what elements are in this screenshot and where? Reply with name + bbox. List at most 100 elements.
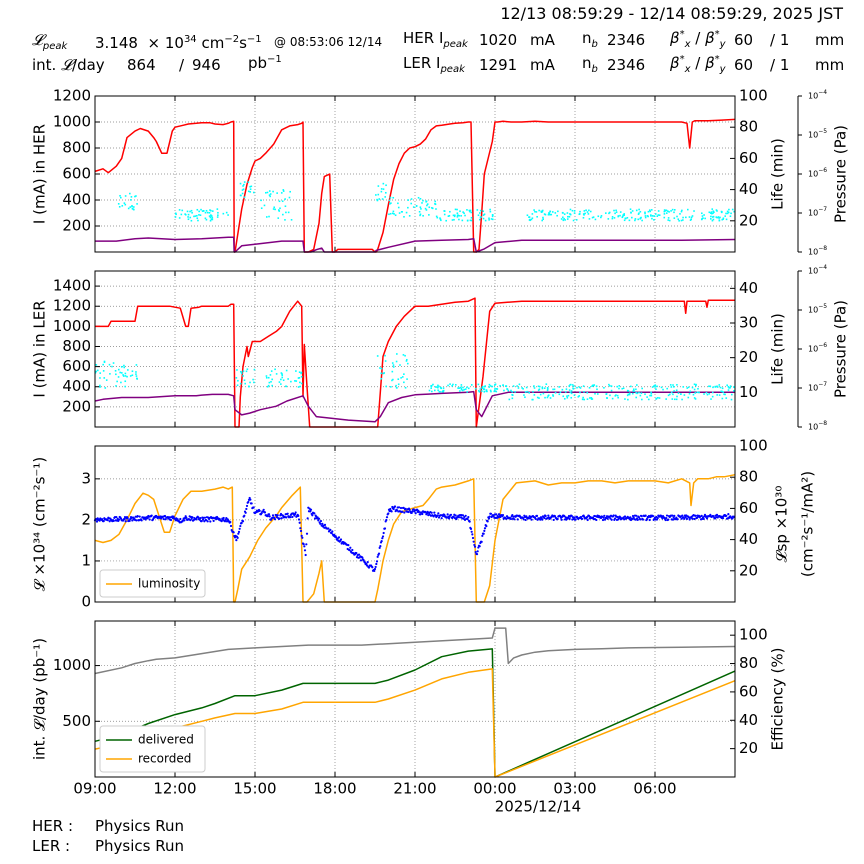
luminosity-specific-point (347, 544, 350, 547)
her-y2tick-label: 20 (739, 211, 758, 229)
ler-pressure-point (121, 372, 123, 374)
her-pressure-point (667, 217, 670, 219)
ler-pressure-point (640, 392, 643, 394)
luminosity-specific-point (339, 538, 343, 541)
luminosity-specific-point (385, 516, 389, 519)
integrated-ytick-label: 500 (62, 712, 91, 730)
int-luminosity-unit-text: pb (248, 54, 268, 72)
ler-pressure-point (728, 387, 730, 389)
ler-pressure-point (489, 389, 492, 392)
her-pressure-point (647, 215, 649, 218)
ler-pressure-point (676, 384, 678, 386)
her-pressure-point (682, 219, 684, 221)
luminosity-specific-point (164, 518, 167, 521)
ler-pressure-point (136, 378, 139, 380)
ler-pressure-point (547, 388, 549, 390)
ler-pressure-point (95, 370, 98, 373)
her-pressure-point (201, 210, 204, 212)
luminosity-specific-point (664, 518, 667, 522)
ler-pressure-point (671, 398, 674, 400)
luminosity-specific-point (387, 512, 390, 515)
ler-pressure-point (124, 385, 126, 388)
her-pressure-point (123, 202, 126, 204)
her-pressure-point (613, 217, 616, 219)
ler-pressure-point (431, 390, 433, 393)
ler-pressure-point (547, 395, 549, 397)
ler-pressure-point (649, 394, 651, 397)
her-pressure-point (277, 217, 280, 219)
ler-pressure-point (698, 391, 700, 394)
her-pressure-point (651, 215, 654, 217)
ler-pressure-point (437, 384, 439, 387)
ler-pressure-point (730, 398, 733, 401)
ler-pressure-point (236, 384, 239, 387)
luminosity-specific-point (172, 515, 175, 518)
ler-pressure-point (484, 385, 486, 387)
her-y3tick-label: 10−7 (808, 206, 827, 218)
ler-pressure-point (116, 380, 118, 383)
her-y3tick-label: 10−8 (808, 245, 827, 257)
her-pressure-point (470, 219, 473, 222)
luminosity-specific-point (195, 518, 198, 521)
her-pressure-point (715, 209, 718, 211)
her-pressure-point (623, 213, 625, 215)
her-pressure-point (209, 219, 212, 222)
luminosity-y2label: (cm⁻²s⁻¹/mA²) (799, 471, 817, 577)
luminosity-specific-point (298, 521, 301, 524)
luminosity-specific-point (280, 517, 283, 520)
her-pressure-point (407, 206, 409, 209)
ler-pressure-point (103, 377, 106, 379)
luminosity-specific-point (616, 515, 619, 519)
luminosity-specific-point (379, 544, 382, 548)
luminosity-specific-point (430, 511, 433, 514)
luminosity-specific-point (535, 514, 539, 517)
her-beta-x-symbol: β (670, 29, 680, 47)
her-pressure-point (397, 206, 400, 209)
ler-pressure-point (591, 384, 594, 387)
her-y3tick-exp: −6 (818, 167, 827, 174)
her-pressure-point (573, 212, 576, 214)
her-pressure-point (453, 215, 456, 218)
her-pressure-point (260, 207, 263, 210)
ler-pressure-point (380, 372, 383, 375)
luminosity-specific-point (639, 518, 642, 521)
footer-ler-label: LER : (32, 837, 71, 855)
luminosity-specific-point (547, 514, 550, 517)
ler-pressure-point (120, 381, 122, 384)
her-pressure-point (624, 217, 627, 220)
her-pressure-point (573, 210, 576, 212)
her-pressure-point (282, 213, 284, 216)
ler-pressure-point (545, 383, 548, 385)
peak-luminosity-sub: peak (42, 41, 68, 52)
her-beta-sep: / (690, 29, 706, 47)
ler-pressure-point (546, 386, 549, 389)
ler-pressure-point (608, 385, 611, 387)
her-pressure-point (490, 218, 493, 220)
her-pressure-point (397, 202, 399, 205)
ler-pressure-point (538, 388, 541, 391)
luminosity-ytick-label: 2 (81, 510, 91, 528)
her-pressure-point (665, 212, 668, 214)
her-beta-label: β*x / β*y (670, 27, 726, 53)
ler-pressure-point (489, 385, 492, 387)
her-bunches-n: n (582, 29, 592, 47)
luminosity-specific-point (374, 565, 377, 569)
ler-pressure-point (708, 385, 710, 388)
her-pressure-point (704, 217, 706, 220)
ler-pressure-point (479, 388, 482, 390)
her-pressure-point (626, 216, 629, 219)
her-pressure-point (435, 208, 437, 210)
ler-pressure-point (376, 355, 379, 357)
her-pressure-point (249, 188, 252, 191)
luminosity-y2tick-label: 60 (739, 499, 758, 517)
ler-pressure-point (452, 383, 454, 386)
her-pressure-point (408, 215, 411, 217)
luminosity-specific-point (367, 566, 371, 569)
luminosity-specific-point (471, 536, 475, 540)
ler-pressure-point (579, 391, 581, 394)
integrated-efficiency-line (94, 627, 736, 675)
int-luminosity-unit-exp: −1 (267, 54, 282, 65)
ler-pressure-point (561, 388, 564, 391)
her-pressure-point (247, 181, 250, 184)
her-pressure-point (405, 211, 408, 214)
